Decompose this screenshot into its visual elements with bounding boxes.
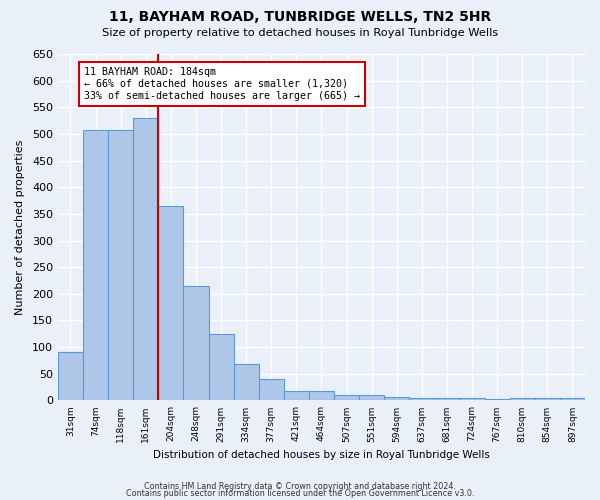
Text: Contains HM Land Registry data © Crown copyright and database right 2024.: Contains HM Land Registry data © Crown c… — [144, 482, 456, 491]
Text: Size of property relative to detached houses in Royal Tunbridge Wells: Size of property relative to detached ho… — [102, 28, 498, 38]
Bar — [384, 397, 409, 400]
Bar — [158, 206, 184, 400]
Bar — [560, 398, 585, 400]
Bar — [309, 391, 334, 400]
Bar — [259, 378, 284, 400]
Bar — [233, 364, 259, 401]
Bar — [133, 118, 158, 401]
Bar — [510, 398, 535, 400]
Bar — [209, 334, 233, 400]
Bar — [58, 352, 83, 401]
Bar — [460, 398, 485, 400]
Bar — [83, 130, 108, 400]
Bar — [108, 130, 133, 400]
Text: 11, BAYHAM ROAD, TUNBRIDGE WELLS, TN2 5HR: 11, BAYHAM ROAD, TUNBRIDGE WELLS, TN2 5H… — [109, 10, 491, 24]
Text: Contains public sector information licensed under the Open Government Licence v3: Contains public sector information licen… — [126, 490, 474, 498]
Bar — [359, 394, 384, 400]
Bar — [284, 391, 309, 400]
Text: 11 BAYHAM ROAD: 184sqm
← 66% of detached houses are smaller (1,320)
33% of semi-: 11 BAYHAM ROAD: 184sqm ← 66% of detached… — [84, 68, 360, 100]
Bar — [434, 398, 460, 400]
Bar — [535, 398, 560, 400]
Bar — [334, 394, 359, 400]
Y-axis label: Number of detached properties: Number of detached properties — [15, 140, 25, 315]
Bar — [184, 286, 209, 401]
Bar — [485, 399, 510, 400]
Bar — [409, 398, 434, 400]
X-axis label: Distribution of detached houses by size in Royal Tunbridge Wells: Distribution of detached houses by size … — [153, 450, 490, 460]
